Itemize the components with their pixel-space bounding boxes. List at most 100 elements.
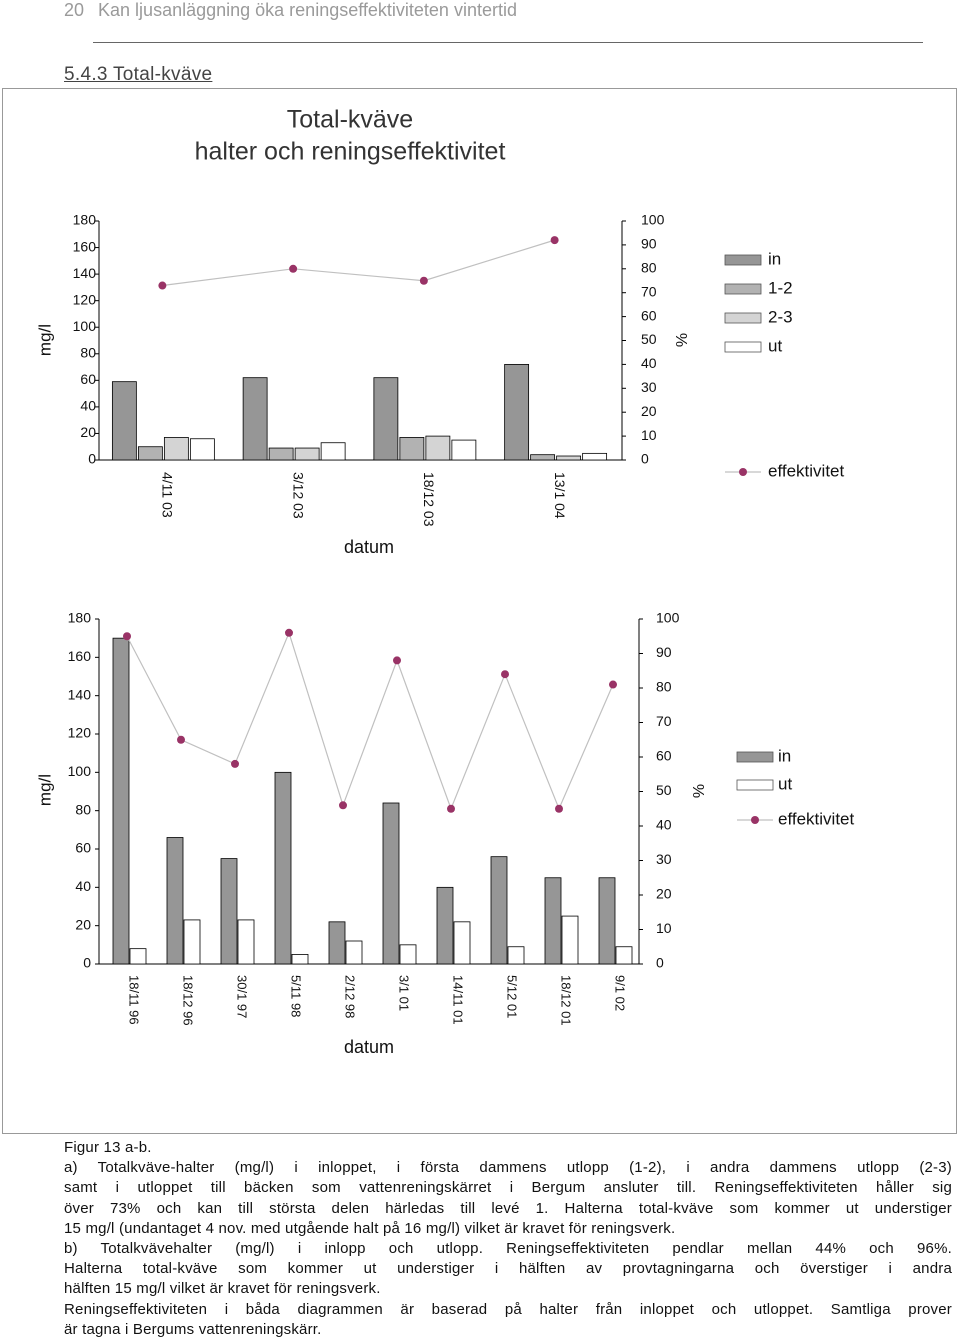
chart-b-effektivitet-point-5 bbox=[339, 801, 347, 810]
chart-a-legend-label-in: in bbox=[768, 249, 781, 268]
chart-a-bar-ut-3 bbox=[451, 439, 477, 461]
chart-a-y2-tick-label: 30 bbox=[641, 379, 657, 395]
caption-b-line-2: Halterna total-kväve som kommer ut under… bbox=[64, 1260, 952, 1278]
chart-b-bar-in-2 bbox=[166, 837, 184, 965]
chart-b-legend-label-in: in bbox=[778, 746, 791, 765]
chart-b-y2-axis-label: % bbox=[691, 784, 708, 798]
chart-a-y2-tick-label: 10 bbox=[641, 427, 657, 443]
chart-b-x-tick-label: 2/12 98 bbox=[343, 975, 358, 1018]
chart-b-bar-in-3 bbox=[220, 858, 238, 965]
chart-b-bar-in-6 bbox=[382, 802, 400, 965]
caption-c-line-2: är tagna i Bergums vattenreningskärr. bbox=[64, 1320, 322, 1338]
chart-b-effektivitet-point-1 bbox=[123, 632, 131, 641]
chart-b-y2-tick-label: 20 bbox=[656, 886, 672, 902]
chart-b-effektivitet-point-7 bbox=[447, 804, 455, 813]
chart-a-legend-label-effektivitet: effektivitet bbox=[768, 461, 845, 480]
chart-a-y2-tick-label: 90 bbox=[641, 236, 657, 252]
chart-b-bar-ut-4 bbox=[291, 954, 309, 965]
chart-b-y-tick-label: 20 bbox=[75, 916, 91, 932]
chart-a-legend-swatch-23 bbox=[724, 312, 762, 324]
chart-b-bar-ut-8 bbox=[507, 946, 525, 965]
chart-b-bar-ut-9 bbox=[561, 915, 579, 965]
chart-b-y-tick-label: 60 bbox=[75, 840, 91, 856]
chart-b-y2-tick-label: 30 bbox=[656, 851, 672, 867]
chart-a-y-tick-label: 160 bbox=[73, 238, 97, 254]
caption-b-line-3: hälften 15 mg/l vilket är kravet för ren… bbox=[64, 1280, 381, 1298]
chart-a-y-tick-label: 20 bbox=[80, 424, 96, 440]
chart-a-y-tick-label: 100 bbox=[73, 318, 97, 334]
caption-a-line-1: a) Totalkväve-halter (mg/l) i inloppet, … bbox=[64, 1159, 952, 1177]
chart-a-bar-12-2 bbox=[268, 447, 294, 461]
chart-a-y2-tick-label: 100 bbox=[641, 212, 665, 228]
caption-label: Figur 13 a-b. bbox=[64, 1139, 152, 1156]
chart-b-legend-swatch-ut bbox=[736, 779, 774, 791]
chart-b-effektivitet-point-8 bbox=[501, 670, 509, 679]
chart-b-effektivitet-line bbox=[126, 631, 614, 811]
chart-b-x-tick-label: 30/1 97 bbox=[235, 975, 250, 1018]
section-title: 5.4.3 Total-kväve bbox=[64, 64, 213, 85]
chart-a-x-axis-label: datum bbox=[344, 537, 394, 557]
chart-b-x-tick-label: 18/12 96 bbox=[181, 975, 196, 1026]
chart-a-y2-tick-label: 20 bbox=[641, 403, 657, 419]
chart-a-bar-in-1 bbox=[111, 381, 137, 461]
chart-b-y-tick-label: 140 bbox=[68, 686, 92, 702]
chart-a-effektivitet-point-2 bbox=[289, 264, 298, 273]
chart-a-legend-swatch-12 bbox=[724, 283, 762, 295]
chart-b-x-axis-label: datum bbox=[344, 1037, 394, 1057]
chart-b-legend-label-effektivitet: effektivitet bbox=[778, 809, 855, 828]
caption-a-line-3: över 73% och kan till största delen härl… bbox=[64, 1199, 952, 1217]
chart-a-y2-tick-label: 50 bbox=[641, 331, 657, 347]
chart-a-bar-12-4 bbox=[530, 454, 556, 461]
header-rule bbox=[93, 42, 923, 43]
chart-a-y-axis-label: mg/l bbox=[35, 324, 54, 356]
figure-caption: Figur 13 a-b. a) Totalkväve-halter (mg/l… bbox=[64, 1138, 952, 1340]
chart-a-bar-ut-2 bbox=[320, 442, 346, 461]
chart-a-effektivitet-point-4 bbox=[550, 236, 559, 245]
chart-b-bar-ut-2 bbox=[183, 919, 201, 965]
chart-a-bar-in-2 bbox=[242, 377, 268, 461]
chart-a-legend-label-23: 2-3 bbox=[768, 307, 793, 326]
chart-a-y-tick-label: 40 bbox=[80, 398, 96, 414]
chart-b-legend-label-ut: ut bbox=[778, 774, 792, 793]
chart-b-y-tick-label: 160 bbox=[68, 648, 92, 664]
chart-b-bar-ut-6 bbox=[399, 944, 417, 965]
chart-a-bar-23-3 bbox=[425, 435, 451, 461]
chart-a-y-tick-label: 120 bbox=[73, 291, 97, 307]
chart-a-bar-in-4 bbox=[504, 363, 530, 461]
chart-a-x-tick-label: 18/12 03 bbox=[421, 472, 437, 527]
chart-a-y2-axis-label: % bbox=[674, 333, 691, 347]
chart-b-y2-tick-label: 10 bbox=[656, 920, 672, 936]
page-number: 20 bbox=[64, 0, 85, 20]
running-header: 20 Kan ljusanläggning öka reningseffektiv… bbox=[64, 0, 517, 21]
chart-a-legend-label-12: 1-2 bbox=[768, 278, 793, 297]
chart-a-title-line-1: Total-kväve bbox=[287, 106, 413, 134]
caption-c-line-1: Reningseffektiviteten i båda diagrammen … bbox=[64, 1300, 952, 1318]
chart-b-effektivitet-point-6 bbox=[393, 656, 401, 665]
caption-a-line-4: 15 mg/l (undantaget 4 nov. med utgående … bbox=[64, 1219, 676, 1237]
chart-b-bar-in-9 bbox=[544, 877, 562, 965]
chart-a-legend-marker-effektivitet bbox=[739, 468, 747, 476]
chart-b-bar-ut-1 bbox=[129, 948, 147, 965]
chart-b-y2-tick-label: 60 bbox=[656, 748, 672, 764]
chart-a-y-tick-label: 0 bbox=[88, 451, 96, 467]
chart-a-bar-in-3 bbox=[373, 377, 399, 461]
chart-b-effektivitet-point-10 bbox=[609, 680, 617, 689]
chart-b-bar-in-5 bbox=[328, 921, 346, 965]
chart-a-effektivitet-point-1 bbox=[158, 281, 167, 290]
chart-b-y2-tick-label: 100 bbox=[656, 610, 680, 626]
charts-canvas: Total-kväve halter och reningseffektivite… bbox=[35, 106, 855, 1057]
chart-a-effektivitet-point-3 bbox=[419, 276, 428, 285]
chart-b-x-tick-label: 18/12 01 bbox=[559, 975, 574, 1026]
chart-b-effektivitet-point-9 bbox=[555, 804, 563, 813]
caption-b-line-1: b) Totalkvävehalter (mg/l) i inlopp och … bbox=[64, 1240, 952, 1258]
chart-a-y-tick-label: 140 bbox=[73, 265, 97, 281]
chart-a-bar-23-4 bbox=[556, 455, 582, 461]
chart-b-legend-swatch-in bbox=[736, 751, 774, 763]
chart-b-y-tick-label: 120 bbox=[68, 725, 92, 741]
chart-b-bar-in-4 bbox=[274, 771, 292, 965]
chart-a-x-tick-label: 13/1 04 bbox=[552, 472, 568, 519]
chart-b-bar-ut-10 bbox=[615, 946, 633, 965]
chart-b-y-tick-label: 180 bbox=[68, 610, 92, 626]
chart-a-title-line-2: halter och reningseffektivitet bbox=[195, 138, 506, 166]
chart-b-y-axis-label: mg/l bbox=[35, 774, 54, 806]
